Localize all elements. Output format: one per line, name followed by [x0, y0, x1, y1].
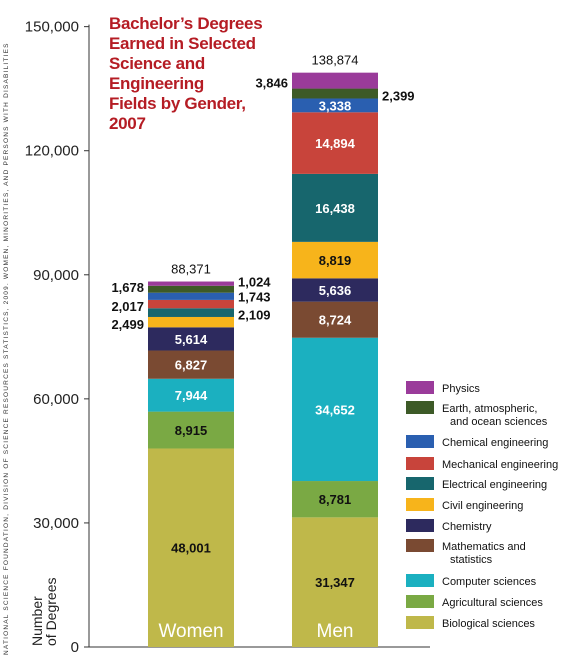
legend-label: Physics	[442, 383, 480, 395]
legend-label: Earth, atmospheric,	[442, 403, 537, 415]
bar-segment	[292, 337, 378, 482]
data-label: 1,743	[238, 289, 271, 304]
data-label: 1,678	[111, 280, 144, 295]
bar-segment	[292, 72, 378, 89]
legend-label: Biological sciences	[442, 618, 535, 630]
bar-segment	[292, 481, 378, 518]
data-label: 8,819	[319, 253, 352, 268]
data-label: 2,109	[238, 308, 271, 323]
legend-swatch	[406, 498, 434, 511]
legend-swatch	[406, 616, 434, 629]
y-tick-label: 120,000	[25, 143, 79, 160]
bar-segment	[292, 173, 378, 242]
bar-segment	[292, 301, 378, 338]
legend-swatch	[406, 519, 434, 532]
bar-segment	[148, 285, 234, 293]
legend-label: Chemical engineering	[442, 437, 548, 449]
data-label: 5,636	[319, 283, 352, 298]
y-tick-label: 60,000	[33, 391, 79, 408]
legend-swatch	[406, 477, 434, 490]
legend-swatch	[406, 574, 434, 587]
y-tick-label: 30,000	[33, 515, 79, 532]
bar-segment	[148, 292, 234, 300]
bar-segment	[148, 327, 234, 351]
chart-title: Bachelor’s Degrees Earned in Selected Sc…	[109, 14, 299, 134]
data-label: 2,499	[111, 317, 144, 332]
data-label: 34,652	[315, 402, 355, 417]
data-label: 8,724	[319, 313, 352, 328]
bar-segment	[148, 448, 234, 647]
bar-segment	[148, 316, 234, 328]
y-tick-label: 150,000	[25, 19, 79, 36]
legend-swatch	[406, 457, 434, 470]
data-label: 31,347	[315, 575, 355, 590]
total-label: 88,371	[171, 262, 211, 277]
legend-label: Electrical engineering	[442, 479, 547, 491]
legend-swatch	[406, 401, 434, 414]
title-line: Science and	[109, 54, 205, 73]
y-tick-label: 0	[71, 639, 79, 656]
data-label: 3,846	[255, 76, 288, 91]
legend-label: Mathematics and	[442, 541, 526, 553]
legend-swatch	[406, 595, 434, 608]
legend-swatch	[406, 435, 434, 448]
title-line: 2007	[109, 114, 146, 133]
legend-label: Computer sciences	[442, 576, 537, 588]
legend-swatch	[406, 381, 434, 394]
data-label: 48,001	[171, 541, 211, 556]
bar-segment	[148, 411, 234, 449]
legend-label: Agricultural sciences	[442, 597, 543, 609]
bar-segment	[292, 112, 378, 174]
bar-segment	[292, 278, 378, 302]
bar-segment	[292, 241, 378, 279]
y-axis-label: of Degrees	[43, 578, 59, 646]
bar-segment	[292, 517, 378, 647]
source-text: NATIONAL SCIENCE FOUNDATION, DIVISION OF…	[3, 42, 10, 655]
legend-label: and ocean sciences	[450, 416, 548, 428]
bar-segment	[292, 88, 378, 99]
legend-swatch	[406, 539, 434, 552]
title-line: Engineering	[109, 74, 204, 93]
data-label: 8,781	[319, 492, 352, 507]
legend-label: Civil engineering	[442, 500, 523, 512]
category-label: Women	[158, 621, 223, 642]
total-label: 138,874	[312, 53, 359, 68]
data-label: 2,399	[382, 89, 415, 104]
bar-segment	[148, 350, 234, 379]
title-line: Bachelor’s Degrees	[109, 14, 263, 33]
bar-segment	[148, 378, 234, 412]
title-line: Earned in Selected	[109, 34, 256, 53]
data-label: 5,614	[175, 332, 208, 347]
data-label: 1,024	[238, 275, 271, 290]
bar-segment	[292, 98, 378, 113]
data-label: 3,338	[319, 98, 352, 113]
y-axis-label: Number	[29, 596, 45, 646]
y-tick-label: 90,000	[33, 267, 79, 284]
data-label: 2,017	[111, 299, 144, 314]
data-label: 8,915	[175, 423, 208, 438]
data-label: 6,827	[175, 358, 208, 373]
bar-segment	[148, 281, 234, 286]
legend-label: Mechanical engineering	[442, 459, 558, 471]
data-label: 7,944	[175, 388, 208, 403]
bar-segment	[148, 308, 234, 317]
legend-label: Chemistry	[442, 521, 492, 533]
data-label: 14,894	[315, 136, 356, 151]
data-label: 16,438	[315, 201, 355, 216]
bar-segment	[148, 299, 234, 309]
category-label: Men	[317, 621, 354, 642]
title-line: Fields by Gender,	[109, 94, 246, 113]
legend-label: statistics	[450, 554, 493, 566]
